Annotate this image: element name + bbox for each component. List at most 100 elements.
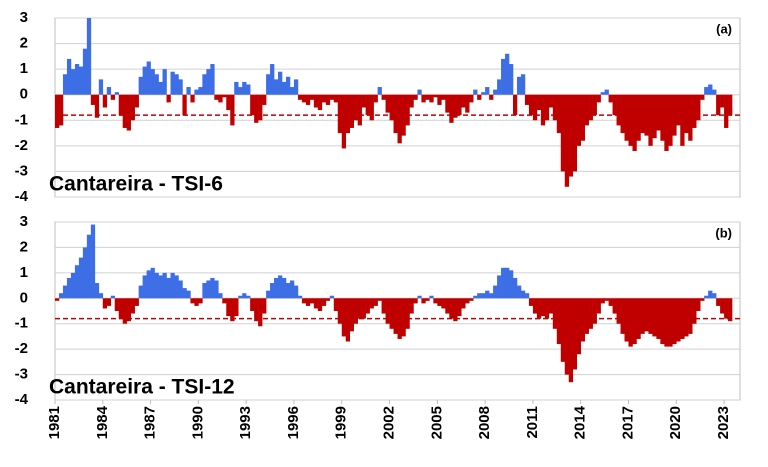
bar [457,298,462,317]
bar [278,275,283,299]
bar [477,94,482,100]
bar [580,94,585,141]
bar [465,298,470,304]
bar [588,94,593,121]
bar [429,295,434,299]
bar [560,94,566,172]
bar [170,272,175,299]
bar [106,87,112,95]
bar [266,74,271,95]
bar [86,18,92,95]
bar [282,277,287,299]
bar [158,275,163,299]
bar [162,272,167,299]
bar [126,298,131,322]
bar [592,298,597,324]
x-tick-label: 1987 [142,406,159,439]
bar [421,94,426,103]
bar [377,298,382,301]
x-tick-label: 1984 [94,405,111,439]
bar [381,298,386,314]
bar [365,94,370,116]
bar [497,275,502,299]
bar [636,298,641,339]
bar [70,272,76,299]
bar [222,298,227,304]
bar [154,74,159,95]
bar [106,298,112,306]
bar [608,298,613,306]
bar [86,234,92,299]
y-tick-label: -4 [15,391,29,408]
bar [461,298,466,309]
bar [110,295,116,299]
bar [66,58,72,95]
bar [640,298,645,334]
bar [616,94,621,126]
bar [552,94,558,121]
bar [98,293,104,299]
bar [389,298,394,329]
bar [501,267,506,299]
bar [130,94,135,121]
bar [720,298,725,314]
bar [122,94,127,128]
bar [433,94,438,98]
x-tick-label: 2014 [572,405,589,439]
bar [385,298,390,324]
bar [604,89,609,95]
bar [437,94,442,105]
bar [512,94,518,116]
y-tick-label: -1 [15,315,28,332]
bar [536,298,542,319]
x-tick-label: 2002 [381,406,398,439]
bar [532,94,538,121]
bar [258,94,263,121]
bar [405,94,410,126]
bar [174,74,179,95]
bar [668,298,673,347]
bar [497,79,502,95]
bar [270,64,275,95]
bar [708,84,713,95]
bar [297,94,303,100]
bar [353,94,358,121]
bar [409,298,414,314]
y-tick-label: 3 [20,213,28,230]
bar [509,64,514,95]
bar [114,92,120,95]
bar [138,285,143,299]
bar [166,94,171,103]
bar [632,298,637,345]
bar [146,61,151,95]
y-tick-label: 0 [20,86,28,103]
bar [230,298,235,322]
bar [210,277,215,299]
bar [516,76,522,95]
bar [520,290,526,299]
bar [449,94,454,123]
bar [453,94,458,118]
bar [716,94,721,116]
bar [441,94,446,100]
bar [564,94,570,187]
bar [178,79,183,95]
bar [700,298,705,301]
bar [250,298,255,311]
bar [481,92,486,95]
bar [501,58,506,95]
bar [345,298,351,342]
bar [413,94,418,100]
bar [369,298,374,309]
bar [170,71,175,95]
bar [512,277,518,299]
bar [640,94,645,134]
bar [202,74,207,95]
bar [720,94,725,108]
bar [206,280,211,299]
bar [648,298,653,334]
bar [544,298,550,319]
bar [556,298,562,345]
bar [664,94,669,151]
bar [704,87,709,95]
